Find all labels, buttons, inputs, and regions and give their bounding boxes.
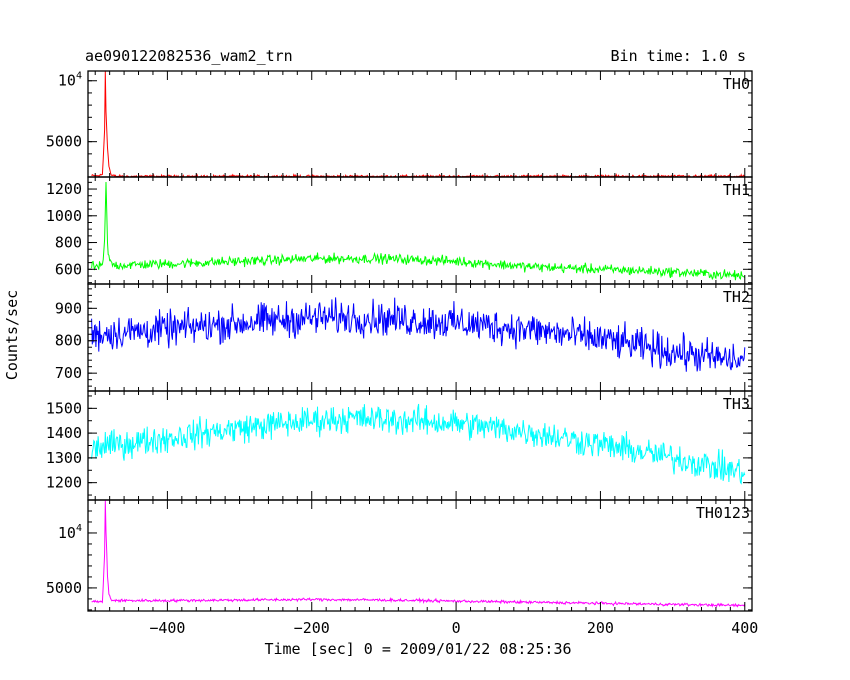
x-axis: −400 −200 0 200 400: [149, 619, 758, 637]
y-tick-label: 104: [58, 523, 82, 542]
panel-frame: [87, 499, 753, 612]
panel-label: TH0123: [696, 504, 750, 522]
y-tick-label: 1000: [46, 207, 82, 225]
panel-frame: [87, 283, 753, 392]
panel-th3: 1200 1300 1400 1500 TH3: [46, 390, 753, 501]
y-tick-label: 800: [55, 234, 82, 252]
y-tick-label: 104: [58, 71, 82, 90]
series-line-th0: [91, 71, 746, 177]
panels-group: 5000 104 TH0 600 800 1000 1200 TH1 700 800 900 TH2 1…: [46, 70, 753, 612]
x-axis-label: Time [sec] 0 = 2009/01/22 08:25:36: [264, 640, 571, 658]
panel-label: TH3: [723, 395, 750, 413]
panel-frame: [87, 176, 753, 285]
panel-frame: [87, 390, 753, 501]
y-tick-label: 5000: [46, 133, 82, 151]
y-tick-label: 1200: [46, 180, 82, 198]
x-tick-label: −200: [294, 619, 330, 637]
x-tick-label: 0: [452, 619, 461, 637]
panel-th2: 700 800 900 TH2: [55, 283, 753, 392]
y-tick-label: 1300: [46, 449, 82, 467]
y-tick-label: 5000: [46, 579, 82, 597]
panel-label: TH0: [723, 75, 750, 93]
x-tick-label: 400: [731, 619, 758, 637]
series-line-th1: [91, 181, 746, 281]
panel-frame: [87, 70, 753, 178]
y-tick-label: 1400: [46, 424, 82, 442]
y-tick-label: 700: [55, 364, 82, 382]
panel-label: TH1: [723, 181, 750, 199]
bin-time-label: Bin time: 1.0 s: [611, 47, 746, 65]
series-line-th0123: [91, 500, 746, 608]
y-tick-label: 1500: [46, 399, 82, 417]
x-tick-label: 200: [587, 619, 614, 637]
plot-title: ae090122082536_wam2_trn: [85, 47, 293, 65]
y-tick-label: 900: [55, 299, 82, 317]
y-tick-label: 1200: [46, 474, 82, 492]
y-tick-label: 600: [55, 260, 82, 278]
series-line-th2: [91, 297, 746, 372]
panel-th1: 600 800 1000 1200 TH1: [46, 176, 753, 285]
y-tick-label: 800: [55, 332, 82, 350]
panel-th0123: 5000 104 TH0123: [46, 499, 753, 612]
x-tick-label: −400: [149, 619, 185, 637]
panel-label: TH2: [723, 288, 750, 306]
series-line-th3: [91, 403, 746, 485]
panel-th0: 5000 104 TH0: [46, 70, 753, 178]
y-axis-label: Counts/sec: [3, 290, 21, 380]
